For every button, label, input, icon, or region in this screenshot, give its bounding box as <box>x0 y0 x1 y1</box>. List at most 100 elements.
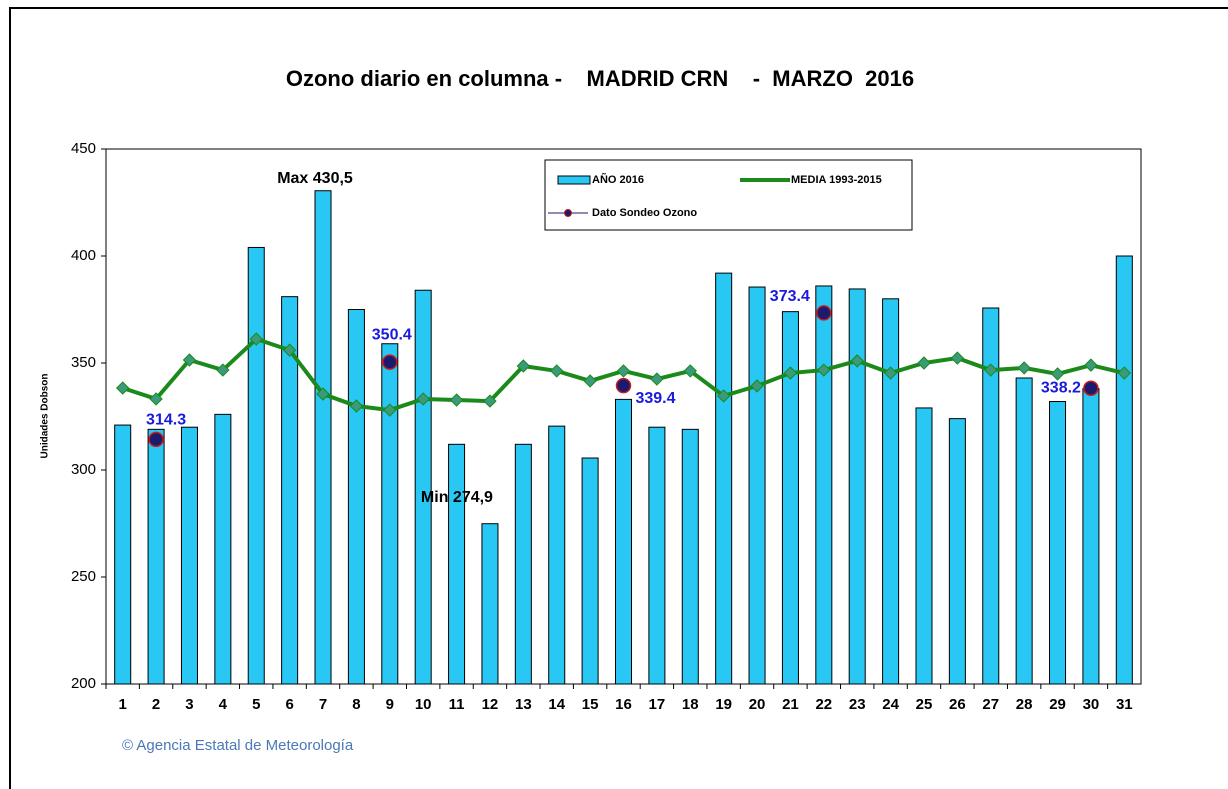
sounding-point <box>615 377 632 394</box>
x-tick-label: 17 <box>649 696 666 713</box>
line-marker <box>383 403 397 417</box>
line-marker <box>883 366 898 380</box>
bar <box>548 425 566 685</box>
line-marker <box>917 356 931 370</box>
legend <box>544 159 913 231</box>
line-marker <box>1084 358 1098 372</box>
line-marker <box>349 399 364 413</box>
x-tick-label: 1 <box>119 696 127 713</box>
bar <box>982 307 1000 685</box>
line-marker <box>950 351 965 365</box>
x-tick-label: 18 <box>682 696 699 713</box>
line-marker <box>650 372 664 386</box>
data-label: 314.3 <box>146 412 186 429</box>
bar <box>214 413 232 685</box>
x-tick-label: 26 <box>949 696 966 713</box>
sounding-point <box>382 354 398 370</box>
line-marker <box>516 359 531 373</box>
bar <box>414 289 432 685</box>
line-marker <box>316 387 330 401</box>
source: © Agencia Estatal de Meteorología <box>122 737 354 754</box>
legend-swatch <box>557 175 591 185</box>
bar <box>481 523 499 685</box>
line-marker <box>817 363 831 377</box>
x-tick-label: 10 <box>415 696 432 713</box>
x-tick-label: 28 <box>1016 696 1033 713</box>
line-marker <box>1117 366 1132 380</box>
bar <box>681 428 699 685</box>
x-tick-label: 29 <box>1049 696 1066 713</box>
x-tick-label: 16 <box>615 696 632 713</box>
line-marker <box>416 392 430 406</box>
data-label: 339.4 <box>635 390 675 407</box>
bar <box>281 296 299 685</box>
line-marker <box>850 354 864 368</box>
line-marker <box>583 374 597 388</box>
bar <box>1115 255 1133 685</box>
bar <box>915 407 933 685</box>
line-marker <box>1050 367 1065 381</box>
y-tick-label: 450 <box>71 140 96 157</box>
bar <box>581 457 599 685</box>
line-marker <box>783 366 798 380</box>
line-marker <box>216 363 230 377</box>
sounding-point <box>148 431 164 448</box>
legend-swatch <box>564 209 572 217</box>
x-tick-label: 19 <box>715 696 732 713</box>
bar <box>781 311 799 685</box>
x-tick-label: 22 <box>815 696 832 713</box>
y-axis-label: Unidades Dobson <box>40 373 51 458</box>
bar <box>314 190 332 685</box>
data-label: 373.4 <box>770 288 810 305</box>
x-tick-label: 2 <box>152 696 160 713</box>
line-marker <box>616 364 631 378</box>
sounding-point <box>816 305 832 321</box>
x-tick-label: 4 <box>219 696 228 713</box>
line-marker <box>115 381 130 395</box>
bar <box>381 343 399 685</box>
bar <box>247 246 265 685</box>
bar <box>715 272 733 685</box>
legend-label: AÑO 2016 <box>592 173 644 186</box>
x-tick-label: 5 <box>252 696 260 713</box>
bar <box>948 418 966 685</box>
line-marker <box>716 389 731 403</box>
bar <box>815 285 833 685</box>
line-marker <box>1017 361 1031 375</box>
x-tick-label: 11 <box>449 696 465 713</box>
x-tick-label: 27 <box>982 696 999 713</box>
x-tick-label: 23 <box>849 696 866 713</box>
x-tick-label: 12 <box>482 696 499 713</box>
x-tick-label: 24 <box>882 696 899 713</box>
y-tick-label: 400 <box>71 247 96 264</box>
chart-title: Ozono diario en columna - MADRID CRN - M… <box>286 66 914 91</box>
bar <box>748 286 766 685</box>
bar <box>614 398 633 685</box>
annotation: Min 274,9 <box>421 489 493 506</box>
x-tick-label: 14 <box>548 696 565 713</box>
line-marker <box>282 343 297 357</box>
bar <box>180 426 198 685</box>
bar <box>648 426 666 685</box>
line-marker <box>449 393 464 407</box>
bar <box>347 309 365 685</box>
bar <box>848 288 866 685</box>
x-tick-label: 7 <box>319 696 327 713</box>
y-tick-label: 350 <box>71 354 96 371</box>
x-tick-label: 25 <box>916 696 933 713</box>
line-marker <box>182 353 197 367</box>
line-marker <box>550 364 564 378</box>
bar <box>448 443 466 685</box>
line-marker <box>750 379 764 393</box>
bar <box>114 424 132 685</box>
x-tick-label: 6 <box>285 696 293 713</box>
x-tick-label: 9 <box>386 696 394 713</box>
bar <box>514 443 532 685</box>
x-tick-label: 20 <box>749 696 766 713</box>
bar <box>1082 388 1100 685</box>
legend-label: MEDIA 1993-2015 <box>791 174 882 186</box>
x-tick-label: 15 <box>582 696 599 713</box>
bar <box>147 428 165 685</box>
line-marker <box>149 392 163 406</box>
